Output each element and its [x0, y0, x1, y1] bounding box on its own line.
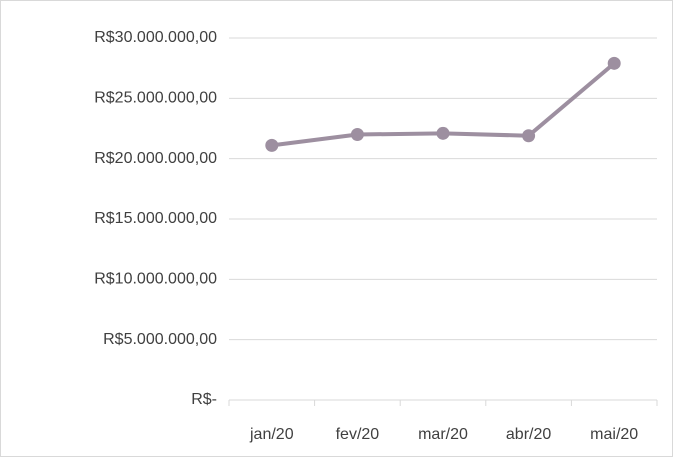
- y-tick-label: R$30.000.000,00: [94, 29, 217, 46]
- y-tick-label: R$15.000.000,00: [94, 210, 217, 227]
- y-tick-label: R$20.000.000,00: [94, 150, 217, 167]
- data-point: [265, 138, 279, 152]
- data-point: [522, 129, 536, 143]
- y-tick-label: R$25.000.000,00: [94, 90, 217, 107]
- x-tick-label: jan/20: [249, 426, 294, 443]
- data-point: [607, 56, 621, 70]
- x-tick-label: mar/20: [418, 426, 468, 443]
- x-tick-label: abr/20: [506, 426, 551, 443]
- data-point: [350, 128, 364, 142]
- x-tick-label: mai/20: [590, 426, 638, 443]
- data-point: [436, 126, 450, 140]
- y-tick-label: R$10.000.000,00: [94, 271, 217, 288]
- y-tick-label: R$5.000.000,00: [103, 331, 217, 348]
- x-tick-label: fev/20: [336, 426, 380, 443]
- y-tick-label: R$-: [191, 391, 217, 408]
